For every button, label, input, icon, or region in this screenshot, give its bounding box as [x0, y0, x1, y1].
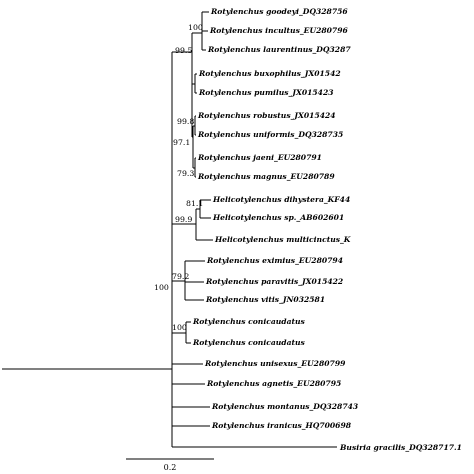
tip-label: Rotylenchus pumilus_JX015423	[198, 88, 334, 97]
tip-label: Helicotylenchus dihystera_KF44	[212, 195, 350, 204]
tip-label: Rotylenchus vitis_JN032581	[205, 295, 325, 304]
tip-label: Rotylenchus uniformis_DQ328735	[197, 130, 343, 139]
support-value: 99.5	[175, 46, 192, 55]
support-value: 100	[154, 283, 169, 292]
tip-label: Rotylenchus conicaudatus	[192, 338, 306, 347]
support-value: 99.9	[175, 215, 192, 224]
tip-label: Rotylenchus conicaudatus	[192, 317, 306, 326]
tip-label: Rotylenchus goodeyi_DQ328756	[210, 7, 348, 16]
support-value: 99.8	[177, 117, 194, 126]
tip-label: Busiria gracilis_DQ328717.1	[339, 443, 462, 452]
support-value: 81.1	[186, 199, 203, 208]
tip-label: Rotylenchus unisexus_EU280799	[204, 359, 346, 368]
support-values: 100 99.5 99.8 97.1 79.3 81.1 99.9 79.2 1…	[154, 23, 203, 332]
tip-label: Rotylenchus eximius_EU280794	[206, 256, 343, 265]
tip-label: Helicotylenchus multicinctus_K	[214, 235, 351, 244]
tip-label: Rotylenchus laurentinus_DQ3287	[207, 45, 351, 54]
support-value: 79.3	[177, 169, 194, 178]
tip-label: Rotylenchus agnetis_EU280795	[206, 379, 341, 388]
tip-label: Rotylenchus incultus_EU280796	[209, 26, 348, 35]
tip-label: Rotylenchus buxophilus_JX01542	[198, 69, 341, 78]
support-value: 79.2	[172, 272, 189, 281]
tip-label: Rotylenchus iranicus_HQ700698	[211, 421, 352, 430]
tip-label: Rotylenchus jaeni_EU280791	[197, 153, 322, 162]
support-value: 100	[188, 23, 203, 32]
support-value: 100	[172, 323, 187, 332]
scale-bar-label: 0.2	[164, 463, 177, 472]
tip-label: Rotylenchus paravitis_JX015422	[205, 277, 343, 286]
support-value: 97.1	[173, 138, 190, 147]
tip-label: Helicotylenchus sp._AB602601	[212, 213, 344, 222]
tree-branches	[2, 11, 337, 448]
tip-label: Rotylenchus robustus_JX015424	[197, 111, 336, 120]
tip-label: Rotylenchus montanus_DQ328743	[211, 402, 358, 411]
tip-label: Rotylenchus magnus_EU280789	[197, 172, 335, 181]
tip-labels: Rotylenchus goodeyi_DQ328756 Rotylenchus…	[192, 7, 462, 452]
